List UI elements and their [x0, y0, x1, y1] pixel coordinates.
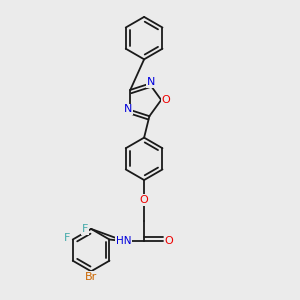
Text: N: N [124, 104, 132, 114]
Text: O: O [165, 236, 173, 246]
Text: F: F [64, 233, 70, 243]
Text: HN: HN [116, 236, 131, 246]
Text: F: F [81, 224, 88, 234]
Text: O: O [161, 95, 170, 105]
Text: N: N [147, 77, 155, 87]
Text: O: O [140, 195, 148, 205]
Text: Br: Br [85, 272, 97, 282]
